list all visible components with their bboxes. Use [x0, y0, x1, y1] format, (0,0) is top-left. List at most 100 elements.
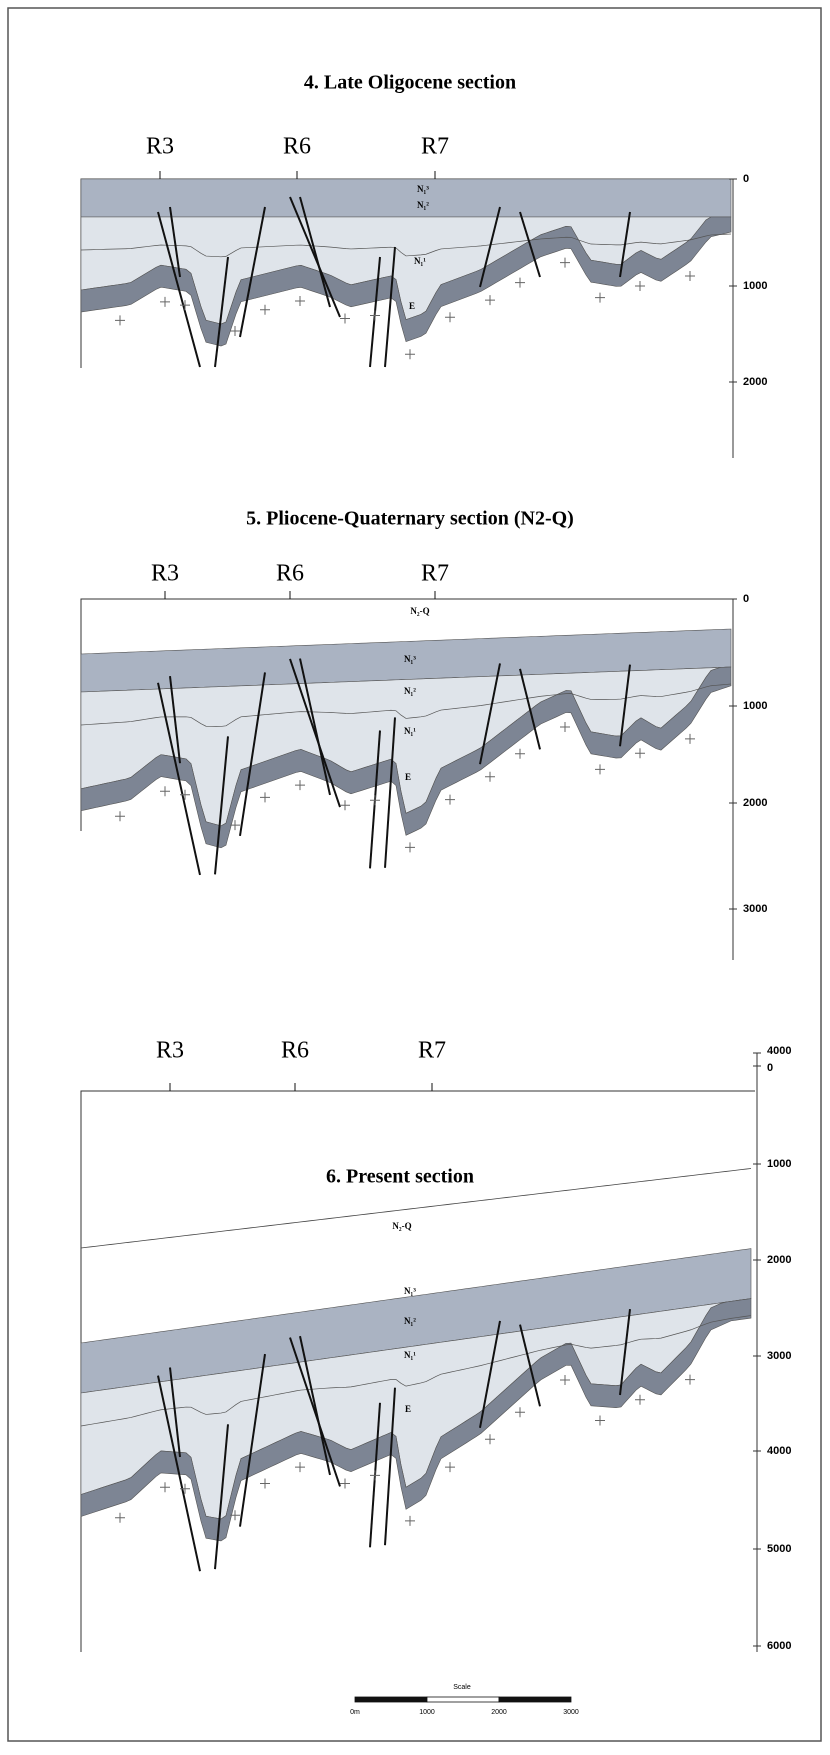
fault: [289, 196, 341, 318]
depth-label: 3000: [743, 903, 767, 915]
depth-label: 4000: [767, 1045, 791, 1057]
upper-layer: [80, 178, 732, 218]
fault: [299, 196, 331, 308]
horizon: [80, 1168, 752, 1249]
basement-cross: [180, 789, 190, 800]
fault: [169, 675, 181, 764]
section-title: 4. Late Oligocene section: [304, 72, 516, 94]
basement-cross: [340, 313, 350, 324]
fault: [157, 211, 201, 368]
fault: [214, 1424, 229, 1570]
fault: [384, 246, 396, 368]
scale-label: 1000: [419, 1709, 435, 1716]
basement-cross: [515, 1407, 525, 1418]
fault: [214, 736, 229, 875]
fault: [519, 211, 541, 278]
basement-cross: [160, 1482, 170, 1493]
basement-cross: [340, 800, 350, 811]
depth-label: 3000: [767, 1350, 791, 1362]
fault: [479, 1320, 501, 1428]
basement-cross: [595, 1415, 605, 1426]
scale-segment: [354, 1696, 428, 1703]
depth-label: 5000: [767, 1543, 791, 1555]
depth-label: 1000: [743, 280, 767, 292]
basement-cross: [635, 748, 645, 759]
layer-label: N₁¹: [414, 256, 426, 266]
fault: [169, 206, 181, 278]
basement-cross: [485, 1434, 495, 1445]
basement-cross: [160, 786, 170, 797]
fault: [519, 1324, 541, 1407]
well-label: R6: [276, 561, 304, 587]
depth-label: 6000: [767, 1640, 791, 1652]
basement-cross: [445, 794, 455, 805]
scale-label: 0m: [350, 1709, 360, 1716]
scale-label: 3000: [563, 1709, 579, 1716]
layer-label: N₁³: [417, 184, 429, 194]
fault: [384, 717, 396, 868]
lower-layer: [80, 216, 732, 347]
well-label: R3: [146, 134, 174, 160]
fault: [289, 1337, 341, 1487]
fault: [289, 658, 341, 808]
basement-cross: [515, 277, 525, 288]
well-label: R3: [151, 561, 179, 587]
basement-cross: [635, 1394, 645, 1405]
fault: [239, 1353, 266, 1527]
layer-label: N₁²: [404, 1316, 416, 1326]
basement-cross: [260, 304, 270, 315]
fault: [299, 658, 331, 796]
basement-cross: [405, 842, 415, 853]
basement-cross: [560, 257, 570, 268]
fault: [619, 1309, 631, 1396]
layer-label: N₁¹: [404, 1350, 416, 1360]
depth-label: 1000: [743, 700, 767, 712]
basement-cross: [160, 296, 170, 307]
fault: [169, 1367, 181, 1458]
basement-cross: [485, 295, 495, 306]
layer-label: E: [409, 301, 415, 311]
scale-segment: [426, 1696, 500, 1703]
layer-label: N₁³: [404, 654, 416, 664]
basement-cross: [115, 315, 125, 326]
fault: [239, 672, 266, 837]
well-label: R6: [281, 1038, 309, 1064]
basement-cross: [595, 764, 605, 775]
depth-label: 0: [743, 173, 749, 185]
basement-cross: [685, 733, 695, 744]
basement-cross: [685, 1374, 695, 1385]
scale-segment: [498, 1696, 572, 1703]
basement-cross: [445, 312, 455, 323]
scale-label: 2000: [491, 1709, 507, 1716]
basement-cross: [560, 721, 570, 732]
layer-label: N₂-Q: [392, 1221, 411, 1231]
depth-label: 0: [743, 593, 749, 605]
lower-layer: [80, 1298, 752, 1542]
fault: [214, 256, 229, 368]
basement-cross: [295, 296, 305, 306]
basement-cross: [260, 792, 270, 803]
basement-cross: [340, 1478, 350, 1489]
section-title: 5. Pliocene-Quaternary section (N2-Q): [246, 508, 574, 530]
basement-cross: [230, 1510, 240, 1521]
scale-title: Scale: [453, 1684, 471, 1691]
fault: [384, 1387, 396, 1546]
basement-cross: [370, 310, 380, 321]
fault: [619, 211, 631, 278]
basement-cross: [260, 1478, 270, 1489]
well-label: R6: [283, 134, 311, 160]
well-label: R7: [421, 134, 449, 160]
fault: [479, 663, 501, 765]
well-label: R3: [156, 1038, 184, 1064]
depth-label: 2000: [743, 376, 767, 388]
basement-cross: [295, 1462, 305, 1473]
basement-cross: [485, 771, 495, 782]
basement-cross: [445, 1462, 455, 1473]
horizon: [80, 683, 732, 727]
depth-label: 2000: [767, 1254, 791, 1266]
basement-cross: [230, 820, 240, 831]
basement-cross: [405, 349, 415, 360]
fault: [619, 664, 631, 747]
basement-cross: [115, 811, 125, 822]
